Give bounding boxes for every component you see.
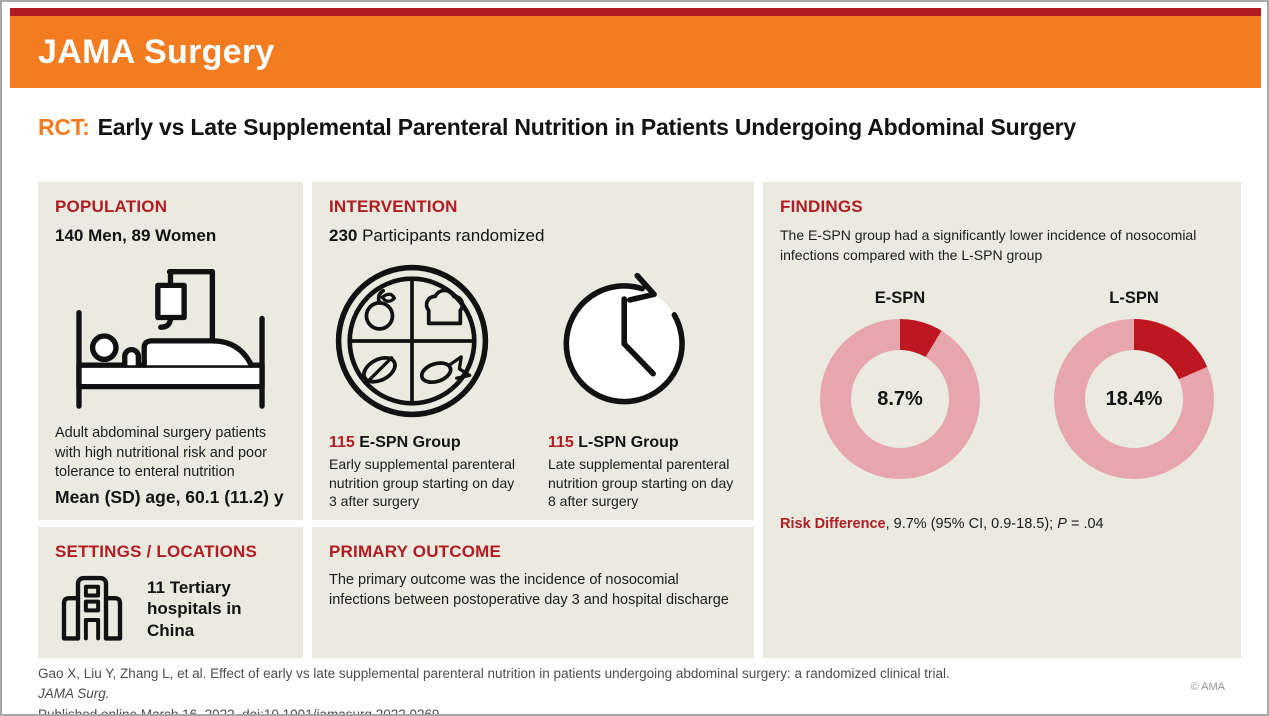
brand-title: JAMA Surgery <box>38 32 275 71</box>
meal-plate-icon <box>333 262 491 420</box>
p-value: = .04 <box>1066 516 1104 533</box>
brand-header-bar: JAMA Surgery <box>10 16 1261 88</box>
intervention-count: 230 <box>329 226 358 245</box>
lspn-donut-label: L-SPN <box>1109 289 1159 308</box>
intervention-icons <box>333 262 737 420</box>
espn-donut-chart: 8.7% <box>820 319 980 480</box>
intervention-count-suffix: Participants randomized <box>357 226 545 245</box>
intervention-count-line: 230 Participants randomized <box>329 226 737 246</box>
findings-heading: FINDINGS <box>780 197 863 216</box>
espn-group-n: 115 <box>329 434 355 451</box>
settings-panel: SETTINGS / LOCATIONS <box>38 527 303 658</box>
citation-line2: Published online March 16, 2022. doi:10.… <box>38 706 440 716</box>
patient-in-hospital-bed-icon <box>68 262 273 410</box>
primary-outcome-heading: PRIMARY OUTCOME <box>329 542 502 561</box>
citation-text: Gao X, Liu Y, Zhang L, et al. Effect of … <box>38 666 950 681</box>
copyright-notice: © AMA <box>1190 681 1225 693</box>
intervention-panel: INTERVENTION 230 Participants randomized <box>312 182 754 520</box>
risk-difference-values: , 9.7% (95% CI, 0.9-18.5); <box>885 516 1058 533</box>
donut-charts: E-SPN 8.7% L-SPN 18.4% <box>820 289 1224 480</box>
findings-panel: FINDINGS The E-SPN group had a significa… <box>763 182 1241 658</box>
panels-grid: POPULATION 140 Men, 89 Women <box>38 182 1241 658</box>
right-column: FINDINGS The E-SPN group had a significa… <box>763 182 1241 658</box>
citation-footer: Gao X, Liu Y, Zhang L, et al. Effect of … <box>38 664 968 716</box>
findings-summary: The E-SPN group had a significantly lowe… <box>780 227 1197 263</box>
left-column: POPULATION 140 Men, 89 Women <box>38 182 303 658</box>
journal-name: JAMA Surg. <box>38 686 110 702</box>
espn-group-description: Early supplemental parenteral nutrition … <box>329 456 515 510</box>
population-heading: POPULATION <box>55 197 168 216</box>
espn-donut-label: E-SPN <box>874 289 926 308</box>
settings-body: 11 Tertiary hospitals in China <box>55 571 286 641</box>
intervention-heading: INTERVENTION <box>329 197 458 216</box>
lspn-group-title: 115 L-SPN Group <box>548 434 737 452</box>
settings-text: 11 Tertiary hospitals in China <box>147 578 242 640</box>
population-panel: POPULATION 140 Men, 89 Women <box>38 182 303 520</box>
espn-group-title: 115 E-SPN Group <box>329 434 518 452</box>
espn-group-name: E-SPN Group <box>354 434 461 451</box>
population-demographics: 140 Men, 89 Women <box>55 226 217 245</box>
risk-difference-label: Risk Difference <box>780 516 886 533</box>
study-title-text: Early vs Late Supplemental Parenteral Nu… <box>97 114 1077 140</box>
hospital-building-icon <box>55 571 129 641</box>
top-red-strip <box>10 8 1261 16</box>
espn-group: 115 E-SPN Group Early supplemental paren… <box>329 434 518 511</box>
lspn-donut-value: 18.4% <box>1085 350 1183 449</box>
p-symbol: P <box>1057 516 1067 533</box>
lspn-donut-block: L-SPN 18.4% <box>1054 289 1214 480</box>
clock-icon <box>557 271 697 411</box>
settings-heading: SETTINGS / LOCATIONS <box>55 542 258 561</box>
primary-outcome-text: The primary outcome was the incidence of… <box>329 572 729 608</box>
risk-difference-line: Risk Difference, 9.7% (95% CI, 0.9-18.5)… <box>780 516 1224 532</box>
lspn-group: 115 L-SPN Group Late supplemental parent… <box>548 434 737 511</box>
espn-donut-value: 8.7% <box>851 350 949 449</box>
intervention-groups: 115 E-SPN Group Early supplemental paren… <box>329 434 737 511</box>
middle-column: INTERVENTION 230 Participants randomized <box>312 182 754 658</box>
study-type-tag: RCT: <box>38 114 90 140</box>
lspn-group-name: L-SPN Group <box>573 434 679 451</box>
study-title: RCT: Early vs Late Supplemental Parentera… <box>38 114 1076 141</box>
lspn-donut-chart: 18.4% <box>1054 319 1214 480</box>
lspn-group-description: Late supplemental parenteral nutrition g… <box>548 456 734 510</box>
lspn-group-n: 115 <box>548 434 574 451</box>
population-description: Adult abdominal surgery patients with hi… <box>55 425 267 481</box>
espn-donut-block: E-SPN 8.7% <box>820 289 980 480</box>
primary-outcome-panel: PRIMARY OUTCOME The primary outcome was … <box>312 527 754 658</box>
population-age: Mean (SD) age, 60.1 (11.2) y <box>55 487 284 508</box>
